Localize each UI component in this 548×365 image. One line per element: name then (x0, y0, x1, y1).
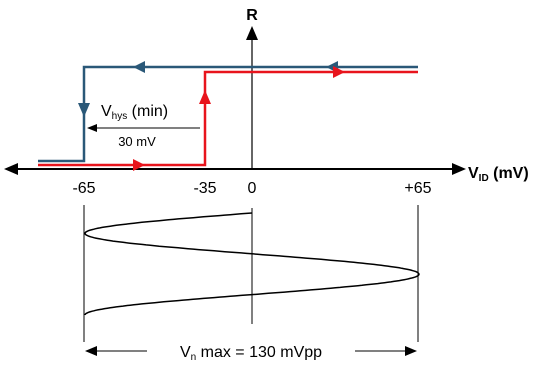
hysteresis-left-arrow-icon (87, 124, 97, 132)
y-axis (246, 26, 258, 169)
hysteresis-annotation: Vhys (min) 30 mV (87, 103, 200, 149)
x-axis-left-arrow-icon (4, 163, 18, 175)
x-axis-right-arrow-icon (452, 163, 466, 175)
noise-right-arrow-icon (405, 346, 417, 356)
falling-trace (38, 61, 418, 163)
rising-top-arrow-icon (333, 66, 345, 78)
y-axis-arrow-icon (246, 26, 258, 40)
falling-top-arrow-icon (133, 61, 145, 73)
rising-bottom-arrow-icon (133, 159, 145, 171)
noise-left-arrow-icon (85, 346, 97, 356)
hysteresis-label: Vhys (min) (101, 103, 168, 122)
noise-waveform (84, 212, 420, 316)
rising-up-arrow-icon (199, 90, 211, 104)
x-axis (4, 163, 466, 175)
tick-label-pos65: +65 (404, 180, 431, 197)
noise-section: Vn max = 130 mVpp (83, 205, 420, 363)
tick-label-zero: 0 (248, 180, 257, 197)
falling-down-arrow-icon (78, 103, 90, 117)
tick-label-neg65: -65 (72, 180, 95, 197)
noise-label: Vn max = 130 mVpp (180, 344, 322, 360)
x-axis-label: VID (mV) (468, 165, 529, 184)
hysteresis-value: 30 mV (118, 134, 156, 149)
y-axis-label: R (246, 7, 258, 24)
rising-trace (38, 66, 418, 171)
tick-label-neg35: -35 (193, 180, 216, 197)
